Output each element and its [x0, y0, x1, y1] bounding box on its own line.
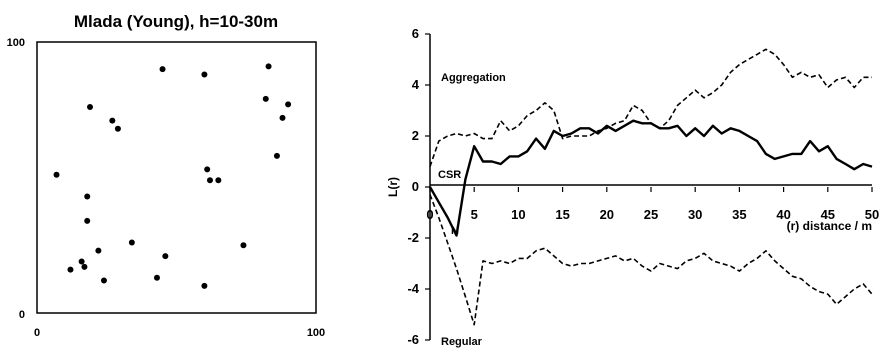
scatter-point	[53, 171, 60, 178]
scatter-point	[153, 274, 160, 281]
lr-y-tick-label: -4	[407, 281, 419, 296]
lr-y-tick-label: -6	[407, 332, 419, 347]
scatter-panel: Mlada (Young), h=10-30m 100 0 0 100	[7, 12, 326, 339]
scatter-point	[273, 152, 280, 159]
lr-x-tick-label: 25	[644, 207, 658, 222]
scatter-y-tick-bottom: 0	[19, 309, 25, 321]
lr-x-tick-label: 30	[688, 207, 702, 222]
lr-x-tick-label: 20	[600, 207, 614, 222]
scatter-point	[114, 125, 121, 132]
scatter-point	[215, 177, 222, 184]
lr-x-tick-label: 10	[511, 207, 525, 222]
scatter-point	[206, 177, 213, 184]
scatter-point	[84, 193, 91, 200]
lr-x-tick-label: 35	[732, 207, 746, 222]
lr-x-tick-label: 45	[821, 207, 835, 222]
lr-x-tick-label: 50	[865, 207, 879, 222]
annotation-csr: CSR	[438, 169, 461, 181]
scatter-point	[81, 263, 88, 270]
lr-y-tick-label: 4	[412, 77, 420, 92]
scatter-point	[265, 63, 272, 70]
annotation-regular: Regular	[441, 336, 483, 348]
lr-x-tick-label: 40	[776, 207, 790, 222]
lr-envelope-line	[429, 194, 873, 326]
lr-x-tick-label: 15	[555, 207, 569, 222]
scatter-point	[201, 282, 208, 289]
scatter-point	[100, 277, 107, 284]
annotation-aggregation: Aggregation	[441, 72, 506, 84]
scatter-point	[240, 242, 247, 249]
lr-lines	[428, 48, 873, 326]
lr-envelope-line	[429, 48, 872, 167]
lr-y-tick-label: 2	[412, 128, 419, 143]
lr-x-tick-label: 0	[426, 207, 433, 222]
lr-x-ticks: 0 5 10 15 20 25 30 35 40 45 50	[426, 187, 879, 222]
scatter-point	[204, 166, 211, 173]
scatter-point	[84, 217, 91, 224]
scatter-point	[201, 71, 208, 78]
lr-y-tick-label: 6	[412, 26, 419, 41]
lr-y-axis-label: L(r)	[386, 177, 400, 197]
lr-y-tick-label: -2	[407, 230, 419, 245]
lr-y-tick-label: 0	[412, 179, 419, 194]
scatter-x-tick-left: 0	[34, 327, 40, 339]
scatter-point	[279, 114, 286, 121]
lr-y-ticks: 6 4 2 0 -2 -4 -6	[407, 26, 430, 347]
scatter-point	[262, 95, 269, 102]
lr-x-tick-label: 5	[471, 207, 478, 222]
scatter-point	[285, 101, 292, 108]
scatter-plot-frame	[36, 41, 317, 314]
scatter-point	[159, 66, 166, 73]
scatter-point	[95, 247, 102, 254]
scatter-point	[67, 266, 74, 273]
scatter-point	[78, 258, 85, 265]
scatter-point	[128, 239, 135, 246]
scatter-point	[162, 253, 169, 260]
scatter-x-tick-right: 100	[307, 327, 325, 339]
annotation-n: N	[451, 225, 459, 237]
scatter-points	[53, 63, 292, 289]
scatter-title: Mlada (Young), h=10-30m	[74, 12, 278, 31]
lr-x-axis-label: (r) distance / m	[787, 219, 872, 233]
scatter-point	[87, 104, 94, 111]
scatter-point	[109, 117, 116, 124]
scatter-y-tick-top: 100	[7, 37, 25, 49]
